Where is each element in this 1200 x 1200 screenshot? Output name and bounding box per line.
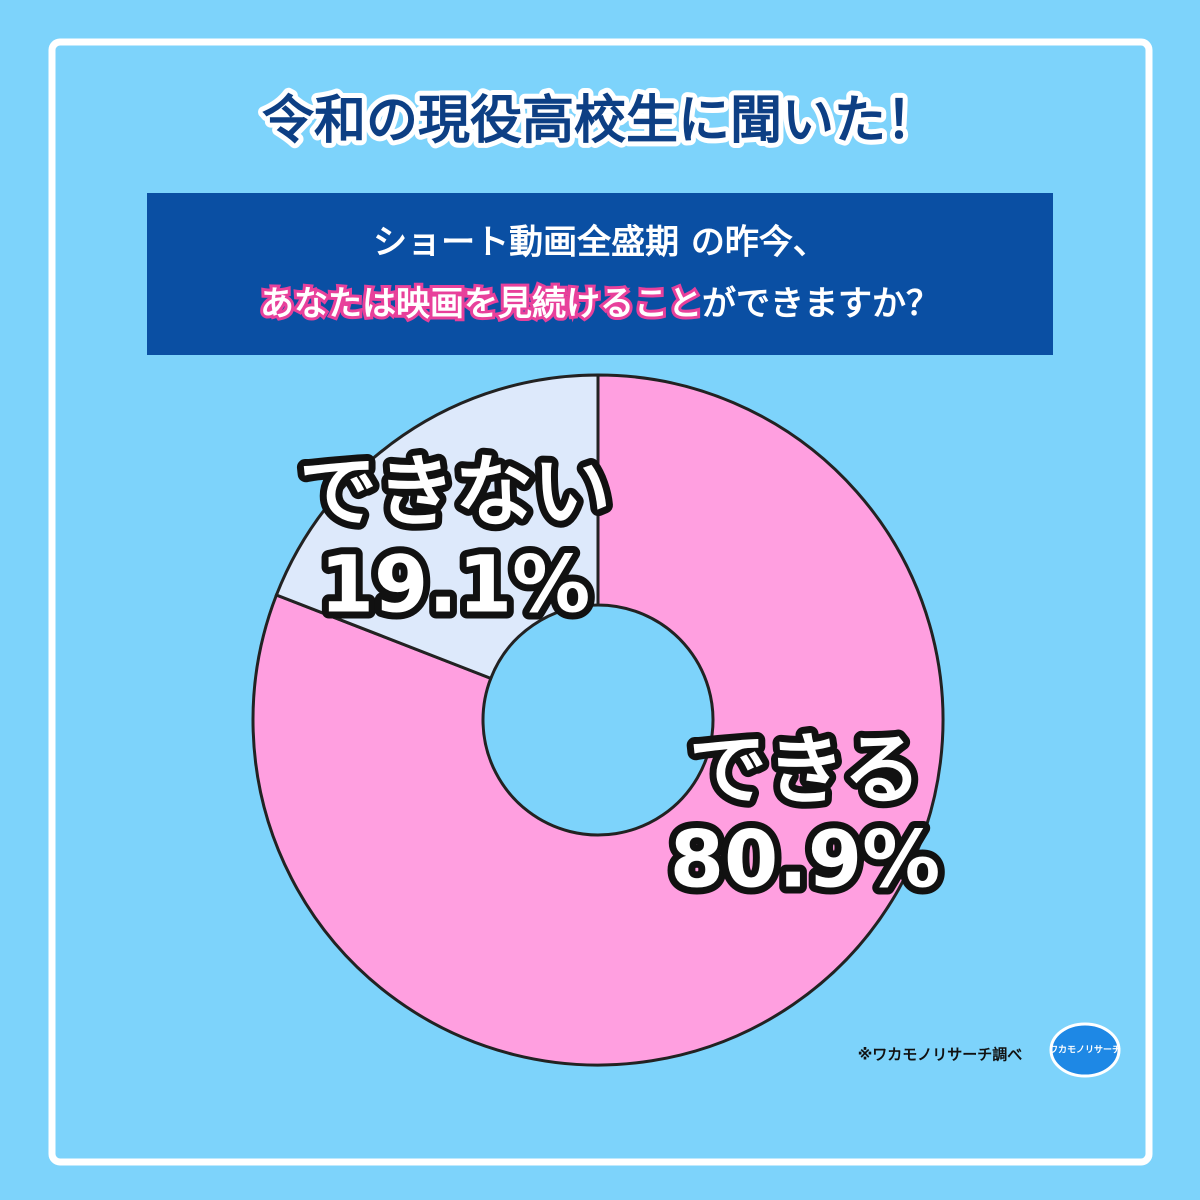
- question-rest: ができますか？: [702, 284, 940, 324]
- slice: [251, 373, 945, 1067]
- question-line2: あなたは映画を見続けることができますか？: [260, 284, 940, 324]
- value-label: 80.9%: [670, 815, 941, 905]
- chart-title: 令和の現役高校生に聞いた！: [262, 91, 938, 151]
- slice: [274, 373, 600, 681]
- logo: ワカモノリサーチ: [1049, 1045, 1121, 1056]
- slice-label: できない: [299, 447, 611, 537]
- question-line1: ショート動画全盛期 の昨今、: [373, 223, 827, 263]
- footnote: ※ワカモノリサーチ調べ: [858, 1046, 1023, 1064]
- donut: [251, 373, 945, 1067]
- logo-badge: [1049, 1022, 1121, 1078]
- slice-label: できる: [689, 725, 921, 815]
- question-highlight: あなたは映画を見続けること: [260, 284, 702, 324]
- frame: [48, 38, 1153, 1166]
- question-box: [147, 193, 1053, 355]
- value-label: 19.1%: [320, 540, 591, 630]
